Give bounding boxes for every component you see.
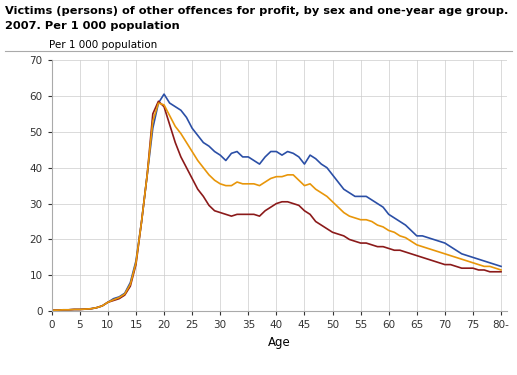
Both sexes: [335, 205, 341, 209]
Males: [419, 234, 425, 238]
Both sexes: [49, 308, 55, 312]
Line: Males: Males: [52, 94, 501, 310]
Males: [335, 180, 341, 184]
Both sexes: [459, 257, 465, 261]
Females: [155, 99, 161, 104]
Line: Females: Females: [52, 101, 501, 310]
Text: Victims (persons) of other offences for profit, by sex and one-year age group.: Victims (persons) of other offences for …: [5, 6, 509, 16]
Females: [442, 262, 448, 267]
Females: [498, 270, 504, 274]
Both sexes: [419, 244, 425, 249]
Females: [301, 209, 308, 213]
Both sexes: [155, 101, 161, 105]
Males: [498, 264, 504, 268]
Females: [419, 255, 425, 260]
Line: Both sexes: Both sexes: [52, 103, 501, 310]
Both sexes: [498, 268, 504, 272]
Males: [301, 162, 308, 166]
Legend: Males, Females, Both sexes: Males, Females, Both sexes: [119, 372, 439, 375]
Both sexes: [386, 228, 392, 233]
Males: [386, 212, 392, 217]
Females: [386, 246, 392, 250]
Both sexes: [442, 252, 448, 256]
Males: [49, 308, 55, 312]
X-axis label: Age: Age: [268, 336, 291, 349]
Text: 2007. Per 1 000 population: 2007. Per 1 000 population: [5, 21, 180, 31]
Females: [49, 308, 55, 312]
Males: [161, 92, 167, 96]
Males: [442, 241, 448, 245]
Females: [335, 232, 341, 236]
Text: Per 1 000 population: Per 1 000 population: [50, 40, 158, 50]
Females: [459, 266, 465, 270]
Both sexes: [301, 183, 308, 188]
Males: [459, 252, 465, 256]
